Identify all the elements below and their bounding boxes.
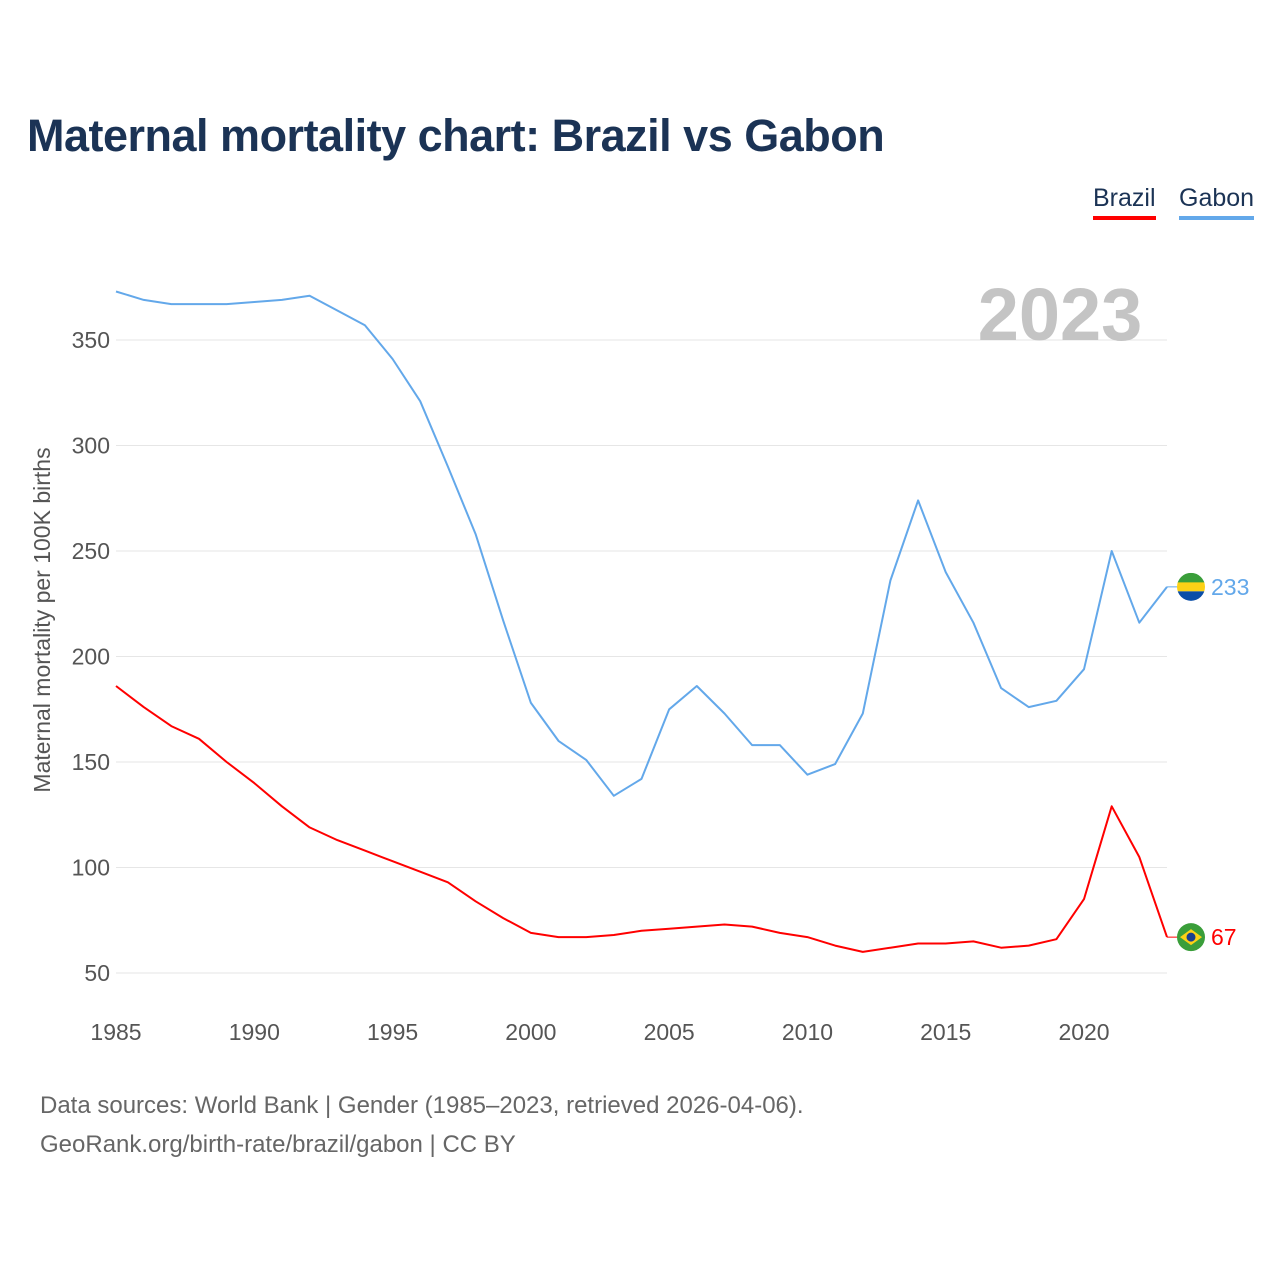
x-tick-label: 1990 xyxy=(229,1019,280,1045)
x-tick-label: 2000 xyxy=(505,1019,556,1045)
footer: Data sources: World Bank | Gender (1985–… xyxy=(40,1086,804,1164)
footer-source: Data sources: World Bank | Gender (1985–… xyxy=(40,1092,804,1119)
chart-title: Maternal mortality chart: Brazil vs Gabo… xyxy=(27,110,885,161)
y-tick-label: 300 xyxy=(72,433,110,459)
brazil-end-value: 67 xyxy=(1211,924,1237,950)
footer-url[interactable]: GeoRank.org/birth-rate/brazil/gabon | CC… xyxy=(40,1131,516,1158)
brazil-flag-icon xyxy=(1177,923,1205,952)
legend-gabon[interactable]: Gabon xyxy=(1179,184,1255,220)
x-tick-label: 2020 xyxy=(1058,1019,1109,1045)
legend-brazil[interactable]: Brazil xyxy=(1093,184,1156,220)
y-tick-label: 100 xyxy=(72,855,110,881)
gabon-flag-icon xyxy=(1177,572,1205,601)
y-tick-label: 50 xyxy=(84,960,110,986)
x-tick-label: 2010 xyxy=(782,1019,833,1045)
series-line-brazil[interactable] xyxy=(115,685,1168,953)
y-axis-label: Maternal mortality per 100K births xyxy=(29,447,55,792)
year-watermark: 2023 xyxy=(978,273,1143,356)
y-tick-label: 250 xyxy=(72,538,110,564)
x-tick-label: 1995 xyxy=(367,1019,418,1045)
x-tick-label: 2015 xyxy=(920,1019,971,1045)
y-tick-label: 350 xyxy=(72,327,110,353)
x-tick-label: 2005 xyxy=(644,1019,695,1045)
series-line-gabon[interactable] xyxy=(115,290,1168,797)
gabon-end-value: 233 xyxy=(1211,574,1249,600)
x-tick-label: 1985 xyxy=(90,1019,141,1045)
y-tick-label: 200 xyxy=(72,644,110,670)
y-tick-label: 150 xyxy=(72,749,110,775)
